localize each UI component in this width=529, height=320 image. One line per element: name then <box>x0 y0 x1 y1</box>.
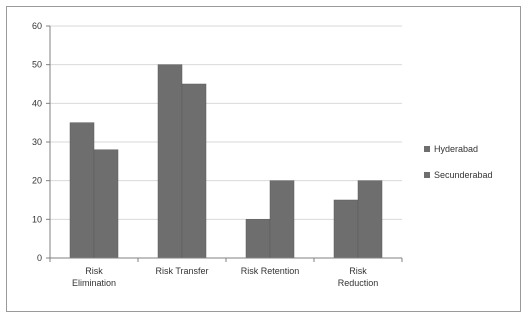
bar-secunderabad-0 <box>93 149 119 259</box>
bar-hyderabad-0 <box>69 122 95 259</box>
y-tick-label: 20 <box>32 176 42 186</box>
category-label: Risk Reduction <box>338 266 379 288</box>
legend-swatch-hyderabad <box>424 146 430 152</box>
bar-hyderabad-1 <box>157 64 183 259</box>
y-tick-label: 30 <box>32 137 42 147</box>
y-tick-label: 60 <box>32 21 42 31</box>
bar-secunderabad-2 <box>269 180 295 259</box>
x-axis: Risk Elimination Risk Transfer Risk Retenti… <box>49 257 403 288</box>
y-tick-label: 10 <box>32 214 42 224</box>
category-label: Risk Elimination <box>72 266 116 288</box>
bars <box>69 64 383 259</box>
bar-secunderabad-3 <box>357 180 383 259</box>
bar-hyderabad-3 <box>333 199 359 259</box>
bar-hyderabad-2 <box>245 219 271 259</box>
category-label: Risk Retention <box>241 266 300 276</box>
legend-label-secunderabad: Secunderabad <box>434 170 493 180</box>
legend: Hyderabad Secunderabad <box>424 144 493 180</box>
y-tick-label: 0 <box>37 253 42 263</box>
bar-secunderabad-1 <box>181 83 207 259</box>
legend-label-hyderabad: Hyderabad <box>434 144 478 154</box>
legend-swatch-secunderabad <box>424 172 430 178</box>
category-label: Risk Transfer <box>155 266 208 276</box>
y-axis: 0 10 20 30 40 50 60 <box>32 21 51 263</box>
y-tick-label: 50 <box>32 60 42 70</box>
y-tick-label: 40 <box>32 98 42 108</box>
